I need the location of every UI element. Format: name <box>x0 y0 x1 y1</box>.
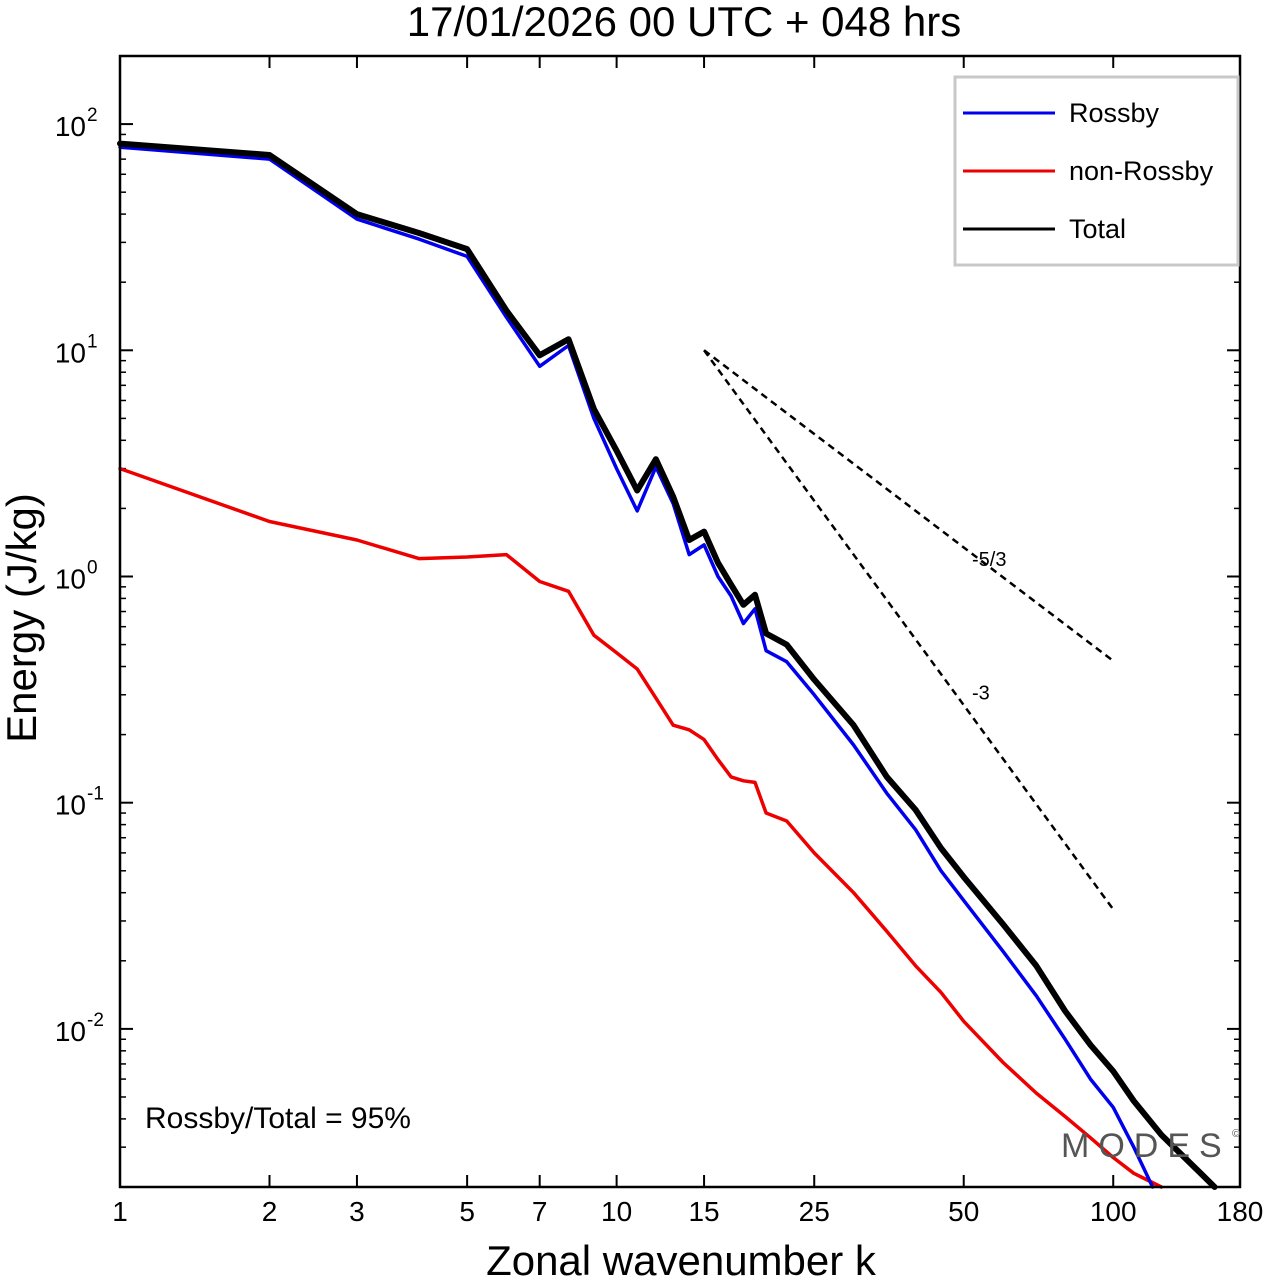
y-tick-exponent: 2 <box>87 105 98 126</box>
reference-slope-label: -3 <box>972 683 990 705</box>
x-tick-label: 25 <box>799 1196 830 1227</box>
series-line-non-rossby <box>118 466 1164 1189</box>
x-tick-label: 10 <box>601 1196 632 1227</box>
x-tick-label: 180 <box>1217 1196 1264 1227</box>
x-tick-label: 3 <box>349 1196 365 1227</box>
reference-slope-label: -5/3 <box>972 549 1006 571</box>
y-tick-base: 10 <box>55 563 86 594</box>
legend-label-non-rossby: non-Rossby <box>1069 156 1214 186</box>
reference-slope-line <box>703 349 1114 662</box>
y-tick-exponent: 1 <box>87 331 98 352</box>
watermark: MODES <box>1061 1127 1231 1165</box>
copyright-mark: © <box>1232 1128 1240 1140</box>
y-tick-exponent: -2 <box>87 1010 104 1031</box>
chart-title: 17/01/2026 00 UTC + 048 hrs <box>407 0 962 45</box>
rossby-total-ratio: Rossby/Total = 95% <box>145 1102 411 1135</box>
x-tick-label: 15 <box>688 1196 719 1227</box>
watermark-group: MODES © <box>1061 1127 1240 1165</box>
y-tick-base: 10 <box>55 337 86 368</box>
y-tick-label: 10 0 <box>55 557 98 594</box>
legend-label-rossby: Rossby <box>1069 98 1160 128</box>
x-tick-label: 100 <box>1090 1196 1137 1227</box>
x-tick-label: 50 <box>948 1196 979 1227</box>
y-tick-base: 10 <box>55 1016 86 1047</box>
y-tick-exponent: -1 <box>87 784 104 805</box>
legend-label-total: Total <box>1069 214 1126 244</box>
x-tick-label: 5 <box>459 1196 475 1227</box>
x-tick-label: 7 <box>532 1196 548 1227</box>
series-line-rossby <box>118 145 1155 1189</box>
y-tick-label: 10 2 <box>55 105 98 142</box>
x-tick-label: 1 <box>112 1196 128 1227</box>
series-line-total <box>117 140 1218 1190</box>
reference-slopes: -5/3 -3 <box>703 349 1115 911</box>
x-axis-label: Zonal wavenumber k <box>486 1237 877 1281</box>
y-tick-label: 10 1 <box>55 331 98 368</box>
y-tick-exponent: 0 <box>87 557 98 578</box>
reference-slope-line <box>703 349 1115 911</box>
legend: Rossby non-Rossby Total <box>953 75 1240 267</box>
plot-frame <box>118 54 1242 1189</box>
y-tick-base: 10 <box>55 111 86 142</box>
y-axis-label: Energy (J/kg) <box>0 493 45 743</box>
data-series <box>117 140 1218 1190</box>
y-tick-base: 10 <box>55 790 86 821</box>
y-tick-label: 10 -2 <box>55 1010 104 1047</box>
y-tick-label: 10 -1 <box>55 784 104 821</box>
x-tick-label: 2 <box>262 1196 278 1227</box>
